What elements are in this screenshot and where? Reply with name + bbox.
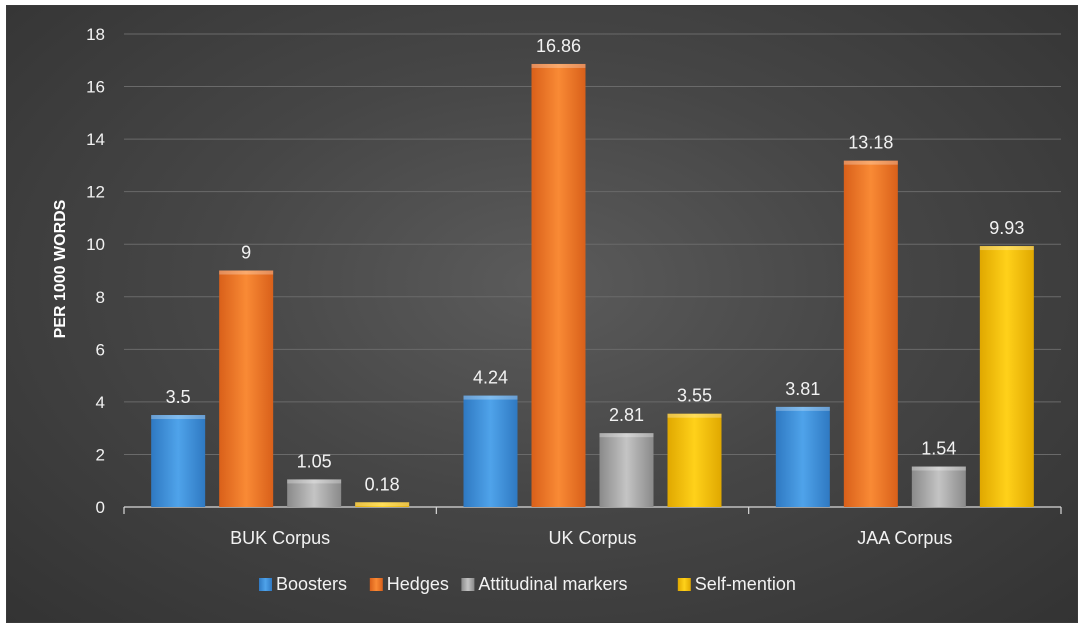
legend-label: Attitudinal markers bbox=[478, 574, 627, 594]
bar-top-bevel bbox=[463, 395, 518, 400]
y-tick-label: 4 bbox=[96, 393, 105, 412]
y-tick-label: 2 bbox=[96, 445, 105, 464]
legend-swatch bbox=[259, 578, 272, 591]
data-label: 9.93 bbox=[989, 218, 1024, 238]
bar-chart: 0 2 4 6 8 10 12 14 16 18 BUK Corpus UK Corpus JAA Co… bbox=[52, 25, 1062, 594]
bar-top-bevel bbox=[287, 479, 342, 484]
bar-top-bevel bbox=[219, 270, 274, 275]
y-tick-label: 0 bbox=[96, 498, 105, 517]
data-label: 2.81 bbox=[609, 405, 644, 425]
data-label: 4.24 bbox=[473, 368, 508, 388]
data-label: 1.54 bbox=[921, 439, 956, 459]
bar-self-mention bbox=[667, 413, 722, 507]
legend-label: Self-mention bbox=[695, 574, 796, 594]
legend-swatch bbox=[369, 578, 383, 591]
bar-hedges bbox=[219, 270, 274, 507]
bar-hedges bbox=[531, 63, 586, 507]
y-tick-label: 10 bbox=[86, 235, 105, 254]
x-tick-label: JAA Corpus bbox=[857, 528, 952, 548]
y-tick-label: 18 bbox=[86, 25, 105, 44]
axes: 0 2 4 6 8 10 12 14 16 18 BUK Corpus UK Corpus JAA Co… bbox=[86, 25, 1062, 548]
legend-swatch bbox=[461, 578, 475, 591]
data-label: 3.5 bbox=[166, 387, 191, 407]
x-tick-label: BUK Corpus bbox=[230, 528, 330, 548]
bar-top-bevel bbox=[843, 160, 898, 165]
bar-attitudinal-markers bbox=[911, 466, 966, 507]
bar-top-bevel bbox=[599, 433, 654, 438]
legend-label: Hedges bbox=[387, 574, 449, 594]
bar-top-bevel bbox=[531, 63, 586, 68]
bar-boosters bbox=[151, 415, 206, 507]
bar-top-bevel bbox=[355, 502, 410, 507]
y-tick-label: 12 bbox=[86, 183, 105, 202]
y-tick-label: 8 bbox=[96, 288, 105, 307]
data-labels: 3.5 4.24 3.81 9 16.86 13.18 1.05 2.81 1.54 0.18 3.… bbox=[166, 36, 1025, 494]
legend-swatch bbox=[677, 578, 691, 591]
bar-boosters bbox=[775, 406, 830, 507]
bar-top-bevel bbox=[775, 406, 830, 411]
bar-top-bevel bbox=[911, 466, 966, 471]
bar-top-bevel bbox=[979, 246, 1034, 251]
gridlines bbox=[124, 33, 1061, 455]
bar-attitudinal-markers bbox=[599, 433, 654, 507]
bar-top-bevel bbox=[151, 415, 206, 420]
data-label: 3.55 bbox=[677, 386, 712, 406]
bar-self-mention bbox=[979, 246, 1034, 508]
y-tick-label: 14 bbox=[86, 130, 105, 149]
data-label: 1.05 bbox=[297, 451, 332, 471]
bar-hedges bbox=[843, 160, 898, 508]
bars bbox=[151, 63, 1034, 508]
y-tick-label: 6 bbox=[96, 340, 105, 359]
legend-label: Boosters bbox=[276, 574, 347, 594]
x-tick-label: UK Corpus bbox=[548, 528, 636, 548]
data-label: 0.18 bbox=[365, 474, 400, 494]
bar-attitudinal-markers bbox=[287, 479, 342, 507]
bar-self-mention bbox=[355, 502, 410, 507]
bar-top-bevel bbox=[667, 413, 722, 418]
data-label: 3.81 bbox=[785, 379, 820, 399]
bar-boosters bbox=[463, 395, 518, 507]
legend: Boosters Hedges Attitudinal markers Self-me… bbox=[259, 574, 796, 594]
data-label: 13.18 bbox=[848, 133, 893, 153]
chart-area: 0 2 4 6 8 10 12 14 16 18 BUK Corpus UK Corpus JAA Co… bbox=[6, 5, 1078, 623]
data-label: 16.86 bbox=[536, 36, 581, 56]
y-axis-title: PER 1000 WORDS bbox=[52, 199, 69, 338]
y-tick-label: 16 bbox=[86, 78, 105, 97]
data-label: 9 bbox=[241, 243, 251, 263]
